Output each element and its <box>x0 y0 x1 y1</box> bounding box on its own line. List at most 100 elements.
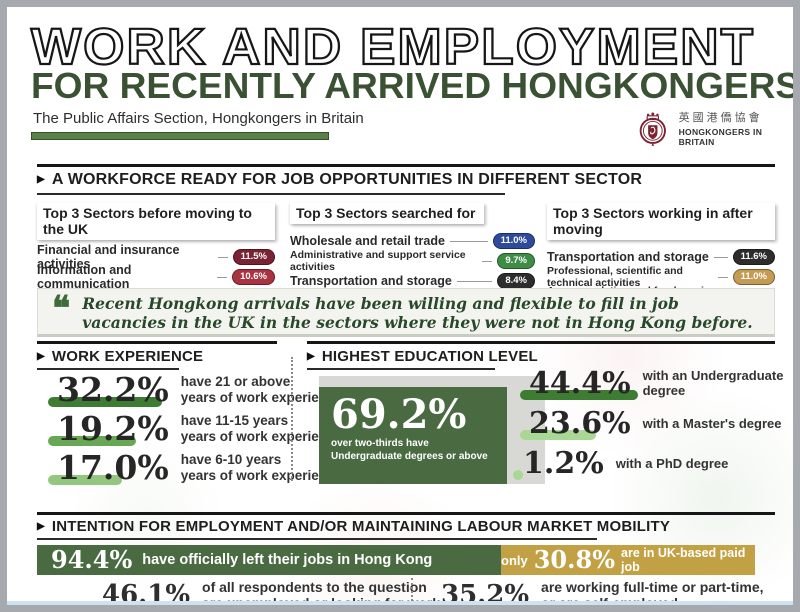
highlight-marker <box>520 430 596 440</box>
uk-paid-job-value: 30.8% <box>533 545 615 574</box>
stat-caption: have 11-15 years years of work experienc… <box>180 412 343 444</box>
stat-value: 17.0% <box>48 451 169 485</box>
sector-column-before-moving: Top 3 Sectors before moving to the UK Fi… <box>37 203 275 305</box>
stat-value: 35.2% <box>441 580 530 611</box>
highlight-marker <box>513 470 523 480</box>
education-stat: 1.2% with a PhD degree <box>513 449 729 480</box>
quote-text: Recent Hongkong arrivals have been willi… <box>82 294 753 333</box>
workforce-heading-label: A WORKFORCE READY FOR JOB OPPORTUNITIES … <box>51 171 643 188</box>
section-dotted-divider <box>291 357 293 481</box>
sector-rows: Wholesale and retail trade 11.0% Adminis… <box>290 233 535 289</box>
education-stat: 23.6% with a Master's degree <box>520 409 782 440</box>
stat-caption: have 21 or above years of work experienc… <box>180 373 343 405</box>
connector-line <box>713 256 728 258</box>
workforce-heading-underline <box>37 193 505 195</box>
stat-caption: have 6-10 years years of work experience <box>180 451 343 483</box>
sector-row: Administrative and support service activ… <box>290 249 535 273</box>
quote-mark-icon: ❝ <box>52 289 71 329</box>
education-stat: 44.4% with an Undergraduate degree <box>520 368 793 400</box>
left-jobs-value: 94.4% <box>51 545 133 574</box>
work-experience-stat: 32.2% have 21 or above years of work exp… <box>48 373 343 407</box>
percentage-badge: 11.6% <box>732 249 775 265</box>
sector-label: Financial and insurance activities <box>37 243 180 271</box>
connector-line <box>217 276 228 278</box>
work-experience-heading: ▶ WORK EXPERIENCE <box>37 348 203 365</box>
sector-label: Information and communication <box>37 263 132 291</box>
percentage-badge: 11.0% <box>492 233 535 249</box>
bottom-dotted-divider <box>411 578 413 605</box>
sector-row: Transportation and storage 8.4% <box>290 273 535 289</box>
work-experience-underline <box>37 368 179 370</box>
percentage-badge: 11.0% <box>732 269 775 285</box>
sector-column-title: Top 3 Sectors before moving to the UK <box>37 203 275 240</box>
org-logo-texts: 英國港僑協會 HONGKONGERS IN BRITAIN <box>679 109 793 147</box>
sector-label: Administrative and support service activ… <box>290 249 466 273</box>
highlight-marker <box>48 436 136 446</box>
workforce-heading: ▶ A WORKFORCE READY FOR JOB OPPORTUNITIE… <box>37 171 642 189</box>
stat-caption: of all respondents to the question are u… <box>202 579 440 605</box>
uk-paid-job-prefix: only <box>501 552 528 568</box>
work-experience-heading-label: WORK EXPERIENCE <box>51 348 204 365</box>
intention-heading-label: INTENTION FOR EMPLOYMENT AND/OR MAINTAIN… <box>51 518 671 535</box>
sector-row: Wholesale and retail trade 11.0% <box>290 233 535 249</box>
header-green-rule <box>31 132 329 140</box>
main-subtitle: FOR RECENTLY ARRIVED HONGKONGERS <box>31 65 800 106</box>
percentage-badge: 9.7% <box>497 253 535 269</box>
working-stat: 35.2% are working full-time or part-time… <box>441 579 764 611</box>
work-experience-stat: 17.0% have 6-10 years years of work expe… <box>48 451 343 485</box>
stat-value: 32.2% <box>48 373 169 407</box>
frame-bottom-accent <box>7 601 793 605</box>
sector-label: Professional, scientific and technical a… <box>547 265 683 289</box>
sector-label: Transportation and storage <box>547 250 709 264</box>
main-title: WORK AND EMPLOYMENT <box>30 18 756 75</box>
org-crest-icon <box>639 112 666 146</box>
intention-rule <box>37 512 775 515</box>
stat-value: 1.2% <box>513 449 604 480</box>
percentage-badge: 10.6% <box>232 269 275 285</box>
connector-line <box>217 256 228 258</box>
stat-value: 23.6% <box>520 409 631 440</box>
intention-underline <box>37 538 597 540</box>
workforce-top-rule <box>37 164 775 167</box>
org-name-chinese: 英國港僑協會 <box>678 112 763 124</box>
left-jobs-bar: 94.4% have officially left their jobs in… <box>37 545 501 575</box>
connector-line <box>456 280 493 282</box>
education-heading-label: HIGHEST EDUCATION LEVEL <box>321 348 538 365</box>
education-highlight-value: 69.2% <box>331 391 467 438</box>
stat-caption: with a PhD degree <box>615 455 729 471</box>
sector-column-searched-for: Top 3 Sectors searched for Wholesale and… <box>290 203 535 289</box>
highlight-marker <box>48 475 122 485</box>
stat-caption: with an Undergraduate degree <box>642 368 784 398</box>
education-highlight-caption: over two-thirds have Undergraduate degre… <box>331 438 488 462</box>
highlight-marker <box>520 390 638 400</box>
education-rule <box>307 341 775 344</box>
sector-row: Information and communication 10.6% <box>37 263 275 291</box>
highlight-marker <box>48 397 162 407</box>
sector-row: Transportation and storage 11.6% <box>547 249 775 265</box>
sector-row: Professional, scientific and technical a… <box>547 265 775 289</box>
quote-box: ❝ Recent Hongkong arrivals have been wil… <box>37 288 775 337</box>
connector-line <box>449 240 488 242</box>
sector-row: Financial and insurance activities 11.5% <box>37 243 275 271</box>
unemployed-stat: 46.1% of all respondents to the question… <box>102 579 440 605</box>
sector-column-title: Top 3 Sectors searched for <box>290 203 485 224</box>
work-experience-stat: 19.2% have 11-15 years years of work exp… <box>48 412 343 446</box>
stat-value: 19.2% <box>48 412 169 446</box>
triangle-bullet-icon: ▶ <box>37 520 45 532</box>
org-name-english: HONGKONGERS IN BRITAIN <box>678 127 763 147</box>
stat-caption: are working full-time or part-time, or a… <box>541 579 764 605</box>
stat-caption: with a Master's degree <box>642 415 782 431</box>
sector-label: Wholesale and retail trade <box>290 234 445 248</box>
percentage-badge: 8.4% <box>497 273 535 289</box>
connector-line <box>482 260 493 262</box>
uk-paid-job-bar: only 30.8% are in UK-based paid job <box>501 545 755 575</box>
triangle-bullet-icon: ▶ <box>37 350 45 362</box>
triangle-bullet-icon: ▶ <box>37 174 45 185</box>
intention-heading: ▶ INTENTION FOR EMPLOYMENT AND/OR MAINTA… <box>37 518 670 535</box>
uk-paid-job-label: are in UK-based paid job <box>621 546 746 574</box>
sector-label: Transportation and storage <box>290 274 452 288</box>
sector-column-title: Top 3 Sectors working in after moving <box>547 203 775 240</box>
education-heading: ▶ HIGHEST EDUCATION LEVEL <box>307 348 538 365</box>
education-underline <box>307 368 495 370</box>
